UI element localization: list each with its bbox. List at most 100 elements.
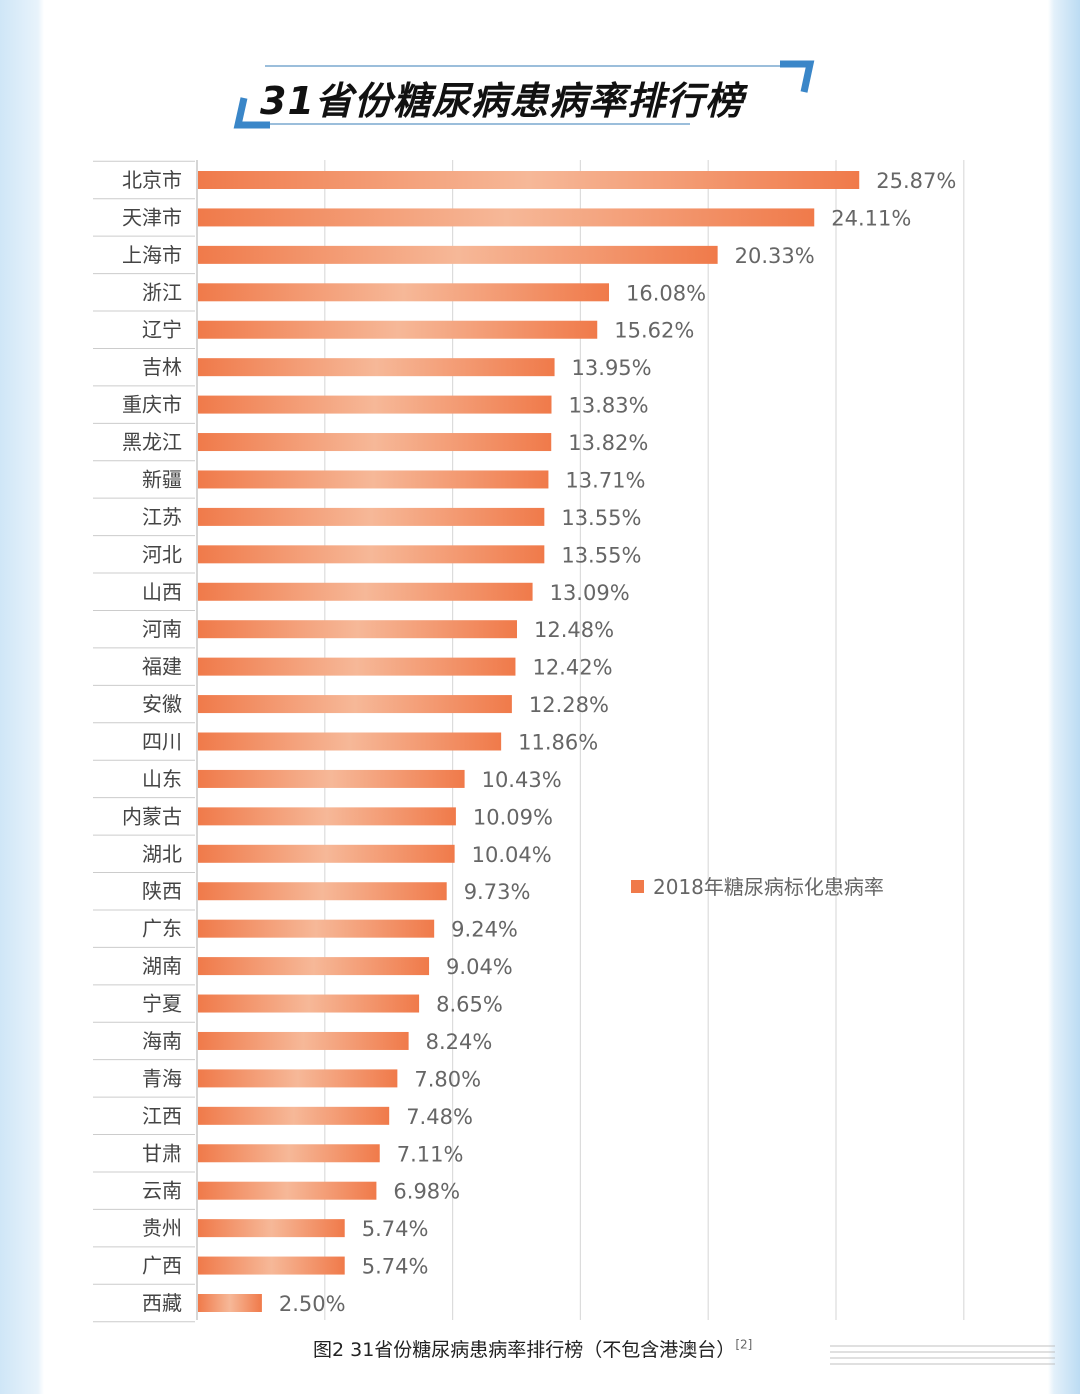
- category-label: 西藏: [142, 1291, 182, 1315]
- category-label: 湖南: [142, 954, 182, 978]
- bar: [198, 1256, 345, 1275]
- data-label: 11.86%: [518, 731, 598, 755]
- data-label: 7.11%: [397, 1142, 464, 1166]
- bar: [198, 1219, 345, 1238]
- bar: [198, 470, 549, 489]
- data-label: 13.55%: [561, 543, 641, 567]
- data-label: 13.82%: [568, 431, 648, 455]
- watermark: [830, 1345, 1055, 1367]
- data-label: 25.87%: [876, 169, 956, 193]
- bar: [198, 395, 552, 414]
- category-label: 黑龙江: [122, 430, 182, 454]
- bar: [198, 1106, 390, 1125]
- data-label: 13.55%: [561, 506, 641, 530]
- data-label: 5.74%: [362, 1217, 429, 1241]
- data-label: 16.08%: [626, 281, 706, 305]
- category-label: 山西: [142, 580, 182, 604]
- data-label: 10.09%: [473, 805, 553, 829]
- caption-text: 图2 31省份糖尿病患病率排行榜（不包含港澳台）: [313, 1339, 736, 1361]
- bar: [198, 994, 420, 1013]
- category-label: 广东: [142, 917, 182, 941]
- category-label: 江苏: [142, 505, 182, 529]
- chart-title: 31省份糖尿病患病率排行榜: [260, 79, 744, 123]
- data-label: 12.28%: [529, 693, 609, 717]
- data-label: 10.43%: [482, 768, 562, 792]
- bar: [198, 1069, 398, 1088]
- category-label: 河南: [142, 617, 182, 641]
- bar: [198, 245, 718, 264]
- category-label: 云南: [142, 1179, 182, 1203]
- data-label: 7.80%: [414, 1067, 481, 1091]
- bar: [198, 957, 430, 976]
- bar: [198, 358, 555, 377]
- data-label: 13.09%: [550, 581, 630, 605]
- bar: [198, 582, 533, 601]
- category-label: 天津市: [122, 205, 182, 229]
- category-label: 宁夏: [142, 992, 182, 1016]
- category-label: 福建: [142, 655, 182, 679]
- legend-label: 2018年糖尿病标化患病率: [653, 875, 884, 899]
- data-label: 2.50%: [279, 1292, 346, 1316]
- title-frame-decoration: [233, 60, 815, 129]
- category-label: 山东: [142, 767, 182, 791]
- data-label: 24.11%: [831, 206, 911, 230]
- bar: [198, 732, 502, 751]
- bar: [198, 620, 517, 639]
- category-label: 贵州: [142, 1216, 182, 1240]
- category-label: 广西: [142, 1254, 182, 1278]
- data-label: 9.24%: [451, 918, 518, 942]
- category-label: 北京市: [122, 168, 182, 192]
- category-label: 重庆市: [122, 393, 182, 417]
- data-label: 5.74%: [362, 1255, 429, 1279]
- category-label: 内蒙古: [122, 804, 182, 828]
- category-label: 河北: [142, 542, 182, 566]
- category-label: 吉林: [142, 355, 182, 379]
- bar: [198, 507, 545, 526]
- bar: [198, 545, 545, 564]
- bar: [198, 1294, 262, 1312]
- caption-reference: [2]: [735, 1337, 753, 1352]
- bar-chart: 北京市 25.87% 天津市 24.11% 上海市 20.33% 浙江 16.08% 辽宁 15.…: [93, 160, 965, 1323]
- bar: [198, 807, 456, 826]
- data-label: 10.04%: [472, 843, 552, 867]
- bar: [198, 171, 860, 189]
- bar: [198, 695, 512, 714]
- category-label: 安徽: [142, 692, 182, 716]
- bar: [198, 657, 516, 676]
- category-label: 浙江: [142, 280, 182, 304]
- title-banner: 31省份糖尿病患病率排行榜: [230, 58, 820, 133]
- bar: [198, 208, 815, 227]
- bar: [198, 320, 598, 339]
- category-label: 新疆: [142, 467, 182, 491]
- bar: [198, 919, 435, 938]
- data-label: 13.71%: [565, 468, 645, 492]
- data-label: 8.65%: [436, 993, 503, 1017]
- category-label: 青海: [142, 1066, 182, 1090]
- bar: [198, 1031, 409, 1050]
- category-label: 上海市: [122, 243, 182, 267]
- bar: [198, 844, 455, 863]
- data-label: 9.04%: [446, 955, 513, 979]
- legend-swatch: [631, 880, 644, 893]
- bar: [198, 1181, 377, 1200]
- data-label: 12.48%: [534, 618, 614, 642]
- category-label: 甘肃: [142, 1141, 182, 1165]
- category-label: 海南: [142, 1029, 182, 1053]
- data-label: 9.73%: [464, 880, 531, 904]
- data-label: 6.98%: [393, 1180, 460, 1204]
- bar: [198, 433, 552, 452]
- category-label: 湖北: [142, 842, 182, 866]
- data-label: 13.83%: [568, 394, 648, 418]
- data-label: 15.62%: [614, 319, 694, 343]
- bar: [198, 769, 465, 788]
- category-label: 辽宁: [142, 318, 182, 342]
- data-label: 20.33%: [735, 244, 815, 268]
- data-label: 7.48%: [406, 1105, 473, 1129]
- category-label: 四川: [142, 730, 182, 754]
- data-label: 12.42%: [532, 656, 612, 680]
- data-label: 8.24%: [426, 1030, 493, 1054]
- bar: [198, 283, 610, 302]
- category-label: 江西: [142, 1104, 182, 1128]
- figure-caption: 图2 31省份糖尿病患病率排行榜（不包含港澳台）[2]: [313, 1335, 752, 1362]
- legend: 2018年糖尿病标化患病率: [631, 875, 884, 899]
